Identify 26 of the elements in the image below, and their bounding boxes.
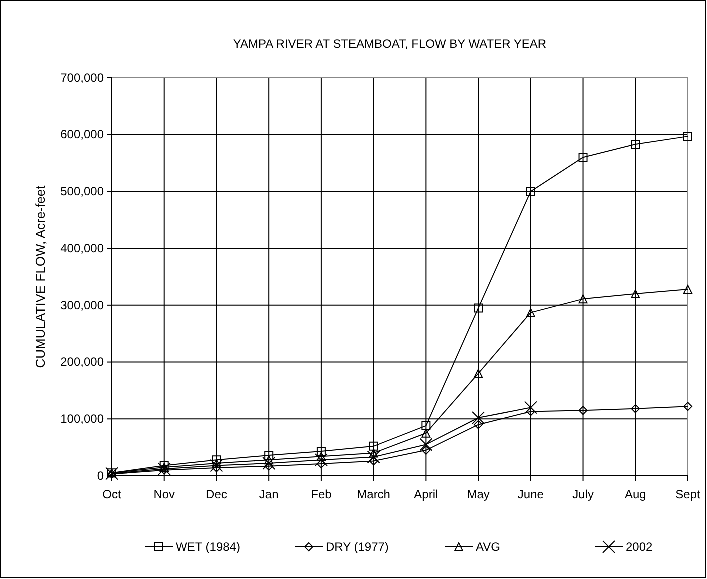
y-tick-label: 400,000 — [60, 241, 104, 256]
x-tick-label: Nov — [154, 487, 176, 502]
y-tick-label: 100,000 — [60, 412, 104, 426]
x-tick-label: Aug — [624, 487, 646, 502]
y-axis-title: CUMULATIVE FLOW, Acre-feet — [33, 185, 48, 368]
legend-label: 2002 — [626, 540, 654, 554]
x-tick-label: June — [518, 487, 544, 502]
x-tick-label: March — [357, 487, 390, 502]
y-tick-label: 500,000 — [60, 184, 104, 199]
y-tick-label: 0 — [97, 468, 104, 483]
x-tick-label: Feb — [311, 487, 332, 502]
legend-label: WET (1984) — [176, 540, 240, 554]
x-tick-label: April — [414, 487, 438, 502]
x-tick-label: July — [572, 487, 594, 502]
legend-label: AVG — [476, 540, 500, 554]
x-tick-label: Sept — [676, 487, 702, 502]
y-tick-label: 700,000 — [60, 70, 104, 85]
legend-label: DRY (1977) — [326, 540, 389, 554]
x-tick-label: Jan — [259, 487, 279, 502]
chart-title: YAMPA RIVER AT STEAMBOAT, FLOW BY WATER YEAR — [233, 37, 547, 51]
x-tick-label: Oct — [102, 487, 122, 502]
y-tick-label: 300,000 — [60, 298, 104, 312]
x-tick-label: May — [467, 487, 490, 502]
y-tick-label: 600,000 — [60, 128, 104, 142]
x-tick-label: Dec — [206, 487, 228, 502]
y-tick-label: 200,000 — [60, 355, 104, 370]
